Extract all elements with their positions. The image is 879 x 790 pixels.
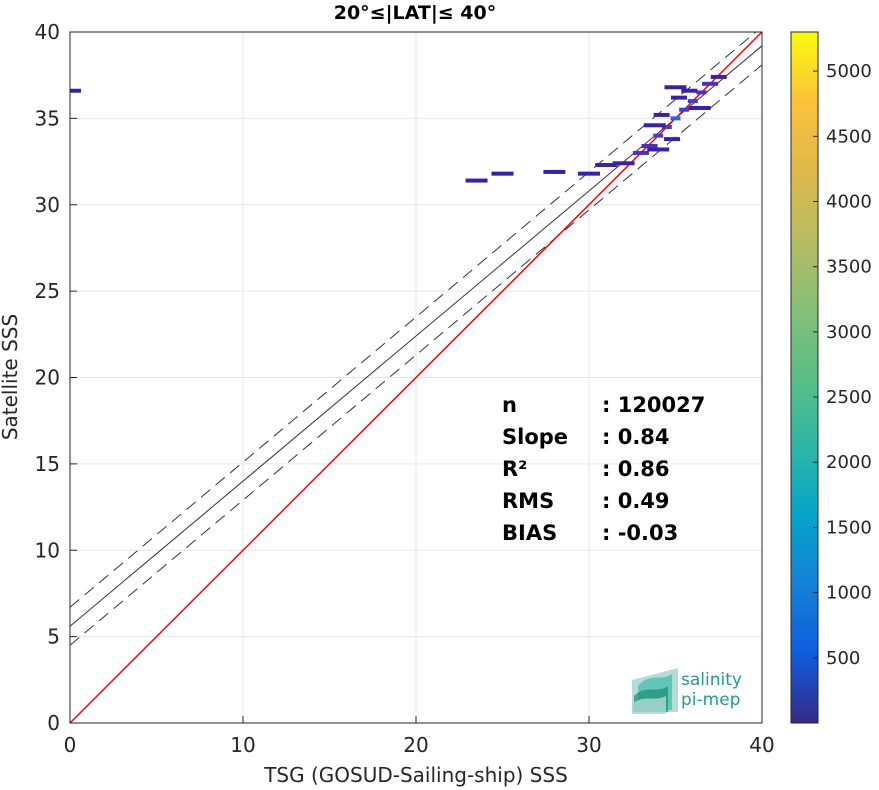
density-cell — [664, 137, 681, 142]
colorbar-tick-label: 1000 — [826, 583, 872, 604]
density-cell — [70, 88, 81, 93]
density-points — [70, 74, 727, 183]
colorbar-tick-label: 1500 — [826, 517, 872, 538]
stat-label: Slope — [502, 425, 568, 449]
x-axis-ticks: 0 10 20 30 40 — [64, 716, 775, 757]
density-cell — [632, 150, 649, 155]
x-tick-label: 40 — [749, 733, 774, 757]
density-cell — [643, 123, 666, 128]
colorbar-ticks: 500 1000 1500 2000 2500 3000 3500 4000 4500 5000 — [813, 61, 872, 669]
stat-value: : 0.49 — [602, 489, 670, 513]
colorbar-tick-label: 4000 — [826, 191, 872, 212]
density-cell — [696, 90, 707, 95]
density-cell — [543, 169, 566, 174]
y-tick-label: 5 — [47, 625, 60, 649]
density-cell — [647, 147, 670, 152]
colorbar-tick-label: 500 — [826, 648, 860, 669]
density-cell — [670, 116, 681, 121]
stat-value: : 120027 — [602, 393, 705, 417]
fit-band-line — [70, 64, 762, 646]
colorbar — [790, 31, 819, 724]
y-axis-ticks: 0 5 10 15 20 25 30 35 40 — [35, 20, 77, 735]
density-cell — [679, 107, 690, 112]
x-tick-label: 0 — [64, 733, 77, 757]
stat-value: : 0.84 — [602, 425, 670, 449]
stat-label: BIAS — [502, 521, 557, 545]
density-cell — [641, 144, 658, 149]
colorbar-tick-label: 2000 — [826, 452, 872, 473]
density-cell — [578, 171, 600, 176]
density-cell — [702, 81, 719, 86]
y-tick-label: 35 — [35, 106, 60, 130]
x-axis-label: TSG (GOSUD-Sailing-ship) SSS — [263, 763, 568, 787]
density-cell — [687, 99, 698, 104]
stat-value: : 0.86 — [602, 457, 670, 481]
y-axis-label: Satellite SSS — [0, 314, 22, 440]
density-cell — [653, 112, 670, 117]
y-tick-label: 20 — [35, 366, 60, 390]
density-cell — [670, 95, 687, 100]
density-cell — [664, 85, 687, 90]
colorbar-tick-label: 5000 — [826, 61, 872, 82]
logo: salinity pi-mep — [632, 668, 742, 714]
stat-label: RMS — [502, 489, 554, 513]
y-tick-label: 0 — [47, 711, 60, 735]
y-tick-label: 10 — [35, 538, 60, 562]
salinity-logo-icon — [632, 668, 678, 714]
stats-box: n : 120027 Slope : 0.84 R² : 0.86 RMS : 0.49 BIA… — [502, 393, 705, 545]
colorbar-tick-label: 2500 — [826, 387, 872, 408]
density-cell — [661, 125, 672, 130]
logo-line-1: salinity — [681, 670, 742, 690]
density-cell — [612, 161, 635, 166]
x-tick-label: 10 — [230, 733, 255, 757]
x-tick-label: 20 — [403, 733, 428, 757]
density-cell — [491, 171, 514, 176]
chart-title: 20°≤|LAT|≤ 40° — [334, 2, 497, 24]
x-tick-label: 30 — [576, 733, 601, 757]
y-tick-label: 25 — [35, 279, 60, 303]
colorbar-tick-label: 3000 — [826, 322, 872, 343]
density-cell — [465, 178, 488, 183]
stat-label: R² — [502, 457, 527, 481]
y-tick-label: 40 — [35, 20, 60, 44]
stat-value: : -0.03 — [602, 521, 678, 545]
density-cell — [688, 106, 711, 111]
stat-label: n — [502, 393, 517, 417]
logo-line-2: pi-mep — [681, 690, 740, 710]
fit-line — [70, 45, 762, 627]
y-tick-label: 30 — [35, 193, 60, 217]
density-cell — [710, 74, 727, 79]
colorbar-tick-label: 4500 — [826, 126, 872, 147]
density-cell — [681, 88, 698, 93]
density-cell — [595, 163, 618, 168]
y-tick-label: 15 — [35, 452, 60, 476]
colorbar-tick-label: 3500 — [826, 257, 872, 278]
density-cell — [653, 133, 664, 138]
